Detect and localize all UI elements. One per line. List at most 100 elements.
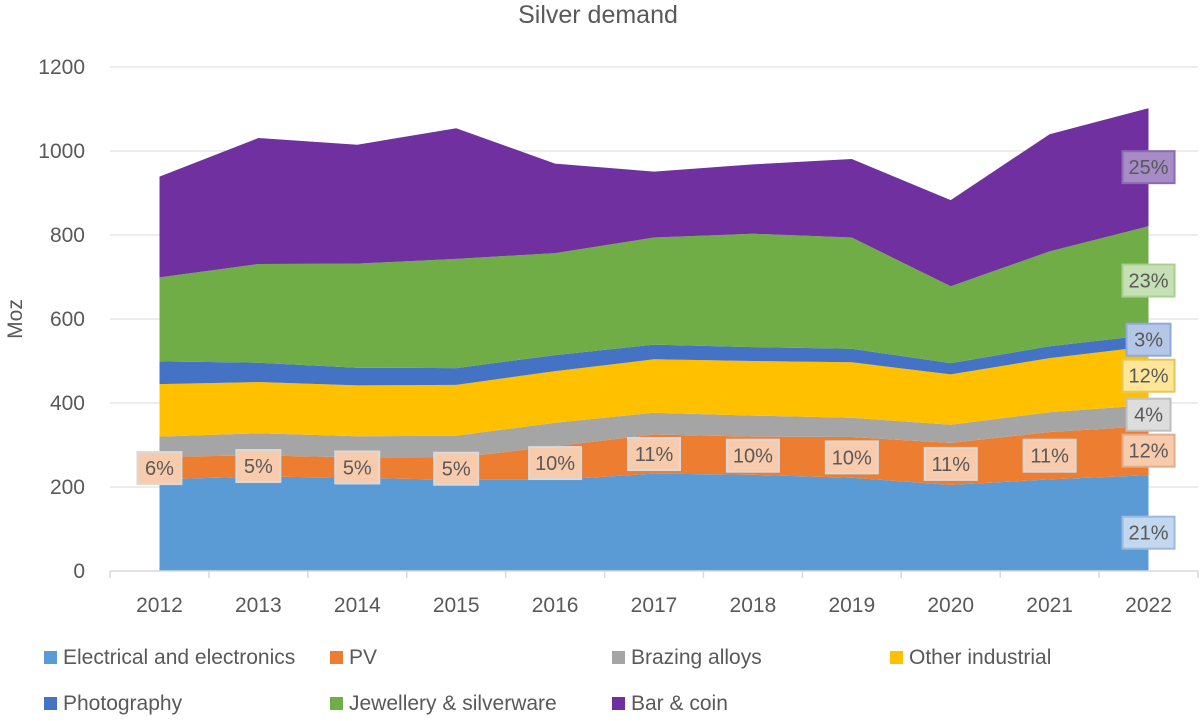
data-labels: 6% 5% 5% 5% 10% 11% 10% 10% 11% 11% 21% 12% 4% 12% 3% 2… (136, 150, 1176, 550)
share-label-2022-text: 25% (1129, 157, 1169, 179)
area-jewellery-silverware (159, 226, 1149, 369)
x-tick-label: 2020 (927, 594, 974, 617)
legend-item: Jewellery & silverware (330, 692, 557, 715)
legend-label: Other industrial (909, 646, 1051, 669)
pv-share-label-text: 11% (1030, 446, 1069, 468)
share-label-2022: 3% (1125, 322, 1172, 357)
pv-share-label: 6% (136, 451, 183, 486)
pv-share-label-text: 5% (343, 457, 372, 479)
y-tick-label: 200 (50, 476, 85, 499)
pv-share-label-box (136, 451, 183, 486)
share-label-2022-text: 4% (1134, 405, 1163, 427)
pv-share-label: 10% (725, 438, 780, 473)
pv-share-label: 10% (824, 440, 879, 475)
legend-swatch (330, 651, 343, 664)
x-tick-label: 2021 (1026, 594, 1073, 617)
pv-share-label: 10% (528, 446, 583, 481)
share-label-2022-text: 21% (1129, 523, 1169, 545)
pv-share-label: 11% (923, 446, 978, 481)
legend-item: PV (330, 646, 377, 669)
pv-share-label: 5% (235, 449, 282, 483)
legend: Electrical and electronics PV Brazing allo… (44, 646, 1051, 715)
legend-item: Brazing alloys (612, 646, 762, 669)
pv-share-label-box (627, 437, 681, 472)
legend-item: Photography (44, 692, 183, 715)
x-tick-label: 2013 (235, 594, 282, 617)
pv-share-label-box (235, 449, 282, 483)
share-label-2022-box (1121, 433, 1176, 468)
area-bar-coin (159, 108, 1149, 287)
pv-share-label-text: 5% (244, 456, 273, 478)
pv-share-label-text: 10% (832, 447, 872, 469)
pv-share-label-box (528, 446, 583, 481)
y-tick-label: 800 (50, 224, 85, 247)
share-label-2022-box (1125, 322, 1172, 357)
pv-share-label-box (824, 440, 879, 475)
y-tick-label: 1000 (38, 140, 85, 163)
legend-item: Bar & coin (612, 692, 728, 715)
x-tick-label: 2017 (631, 594, 678, 617)
legend-swatch (44, 651, 57, 664)
y-tick-label: 0 (73, 560, 85, 583)
share-label-2022: 4% (1125, 397, 1172, 432)
x-tick-label: 2019 (828, 594, 875, 617)
legend-label: Brazing alloys (631, 646, 762, 669)
legend-swatch (890, 651, 903, 664)
legend-label: Electrical and electronics (63, 646, 295, 669)
share-label-2022-box (1125, 397, 1172, 432)
pv-share-label-text: 11% (931, 454, 970, 476)
legend-swatch (330, 697, 343, 710)
legend-swatch (44, 697, 57, 710)
legend-label: PV (349, 646, 377, 669)
pv-share-label-box (433, 451, 480, 486)
axes: 0 200 400 600 800 1000 1200 2012 2013 2014 2015 201… (38, 56, 1199, 617)
area-photography (159, 335, 1149, 386)
share-label-2022: 25% (1121, 150, 1176, 185)
pv-share-label-text: 10% (733, 446, 773, 468)
share-label-2022: 12% (1121, 433, 1176, 468)
y-tick-label: 1200 (38, 56, 85, 79)
share-label-2022-text: 3% (1134, 330, 1163, 352)
share-label-2022-box (1121, 358, 1176, 393)
legend-label: Photography (63, 692, 183, 715)
share-label-2022: 21% (1121, 515, 1176, 550)
pv-share-label-box (1022, 438, 1077, 473)
chart-title: Silver demand (518, 1, 678, 29)
share-label-2022-box (1121, 515, 1176, 550)
legend-swatch (612, 651, 625, 664)
share-label-2022: 12% (1121, 358, 1176, 393)
legend-label: Jewellery & silverware (349, 692, 557, 715)
share-label-2022-text: 12% (1129, 366, 1169, 388)
pv-share-label: 5% (433, 451, 480, 486)
pv-share-label-box (334, 450, 381, 485)
x-tick-label: 2018 (730, 594, 777, 617)
legend-label: Bar & coin (631, 692, 728, 715)
share-label-2022-text: 23% (1129, 271, 1169, 293)
x-tick-label: 2014 (334, 594, 381, 617)
share-label-2022-box (1121, 263, 1176, 298)
area-electrical-and-electronics (159, 473, 1149, 571)
pv-share-label-text: 5% (442, 459, 471, 481)
share-label-2022: 23% (1121, 263, 1176, 298)
y-tick-label: 400 (50, 392, 85, 415)
legend-item: Electrical and electronics (44, 646, 295, 669)
pv-share-label-text: 6% (145, 458, 174, 480)
x-tick-label: 2012 (136, 594, 183, 617)
stacked-areas (159, 108, 1149, 571)
share-label-2022-box (1121, 150, 1176, 185)
pv-share-label-box (725, 438, 780, 473)
pv-share-label: 11% (627, 437, 681, 472)
x-tick-label: 2015 (433, 594, 480, 617)
legend-item: Other industrial (890, 646, 1051, 669)
pv-share-label: 11% (1022, 438, 1077, 473)
share-label-2022-text: 12% (1129, 441, 1169, 463)
y-tick-label: 600 (50, 308, 85, 331)
y-axis-title: Moz (4, 299, 27, 339)
pv-share-label-text: 10% (535, 453, 575, 475)
x-tick-label: 2016 (532, 594, 579, 617)
pv-share-label: 5% (334, 450, 381, 485)
area-brazing-alloys (159, 405, 1149, 458)
area-other-industrial (159, 346, 1149, 437)
pv-share-label-text: 11% (635, 444, 674, 466)
